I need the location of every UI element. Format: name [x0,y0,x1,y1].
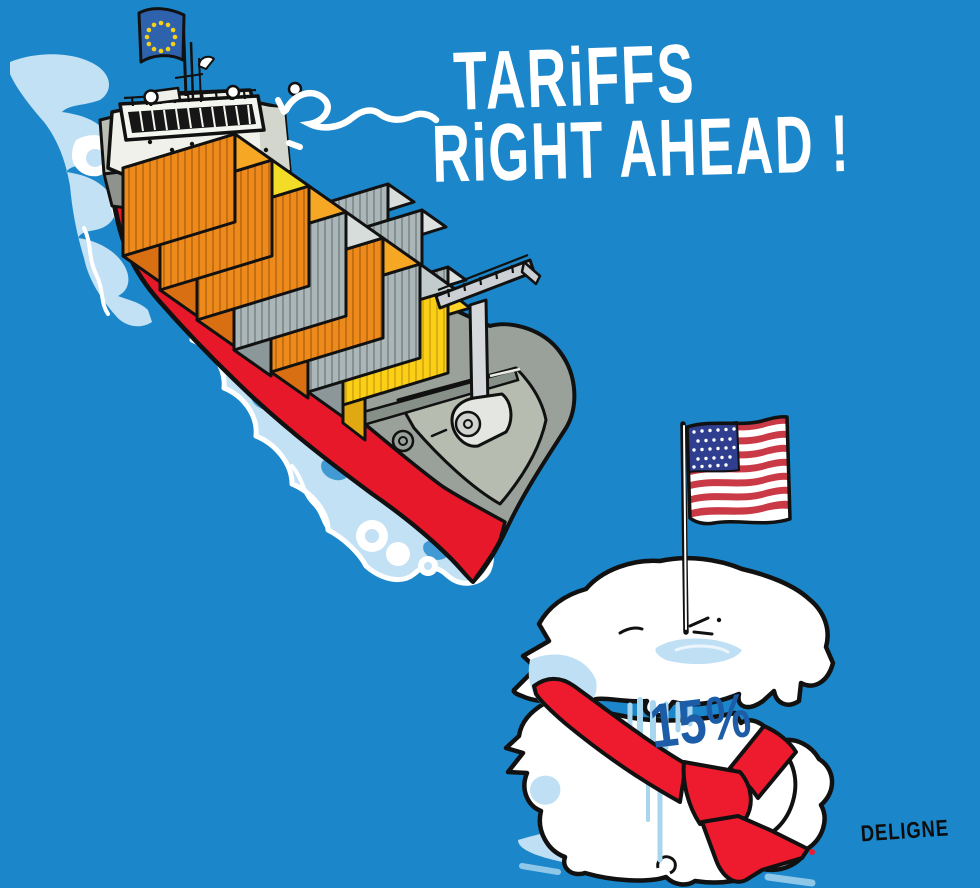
window-separators [139,104,251,132]
flag-pole [680,421,689,635]
bulwark-ledge [489,367,521,378]
red-tie [532,676,815,884]
us-flag-canton [686,421,740,473]
headline-line-2: RiGHT AHEAD ! [431,98,852,201]
eu-flag [137,7,186,64]
wind-squiggle [275,89,440,150]
crane-railing [437,253,529,298]
water-streak [764,873,816,887]
us-flag-outline [685,415,792,526]
cargo-ship [98,7,577,584]
tie-band-left [532,676,688,804]
bow-foam-swirls [356,520,438,576]
wake-trail [10,54,152,327]
winch-drum [454,410,482,438]
winch-drum-hub [463,419,473,429]
container-stacks [121,132,472,442]
bow-crane [434,253,542,448]
ice-pool-highlight [674,644,730,654]
stern-foam-eye [86,149,104,167]
foam-wave-line [290,464,334,534]
pole-base-marks [618,616,722,636]
foam-wave-line [82,226,110,316]
crane-post [468,298,490,412]
container-stack [121,132,274,284]
radar-dish [197,55,215,70]
anchor-chain-spiral [391,428,448,453]
tie-tail [700,814,810,884]
melt-drips [627,697,693,863]
crane-bracket [520,260,542,286]
us-flag [685,415,792,526]
eu-flag-cloth [137,7,186,64]
tie-knot [681,760,753,826]
iceberg [503,415,836,887]
us-flag-stars [692,427,736,469]
tie-fleck [809,849,815,855]
masthead-balls [143,81,303,106]
water-streak [519,863,561,875]
eu-flag-stars [144,20,178,54]
tariff-label: 15% [646,680,756,763]
